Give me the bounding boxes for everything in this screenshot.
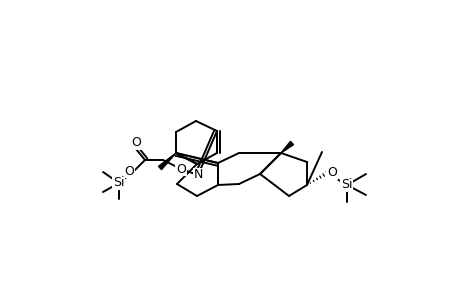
Text: N: N <box>193 169 202 182</box>
Polygon shape <box>280 141 293 153</box>
Text: O: O <box>124 164 134 178</box>
Text: O: O <box>176 163 185 176</box>
Text: Si: Si <box>113 176 124 190</box>
Text: O: O <box>131 136 140 149</box>
Text: O: O <box>326 167 336 179</box>
Text: Si: Si <box>341 178 352 191</box>
Polygon shape <box>158 153 176 169</box>
